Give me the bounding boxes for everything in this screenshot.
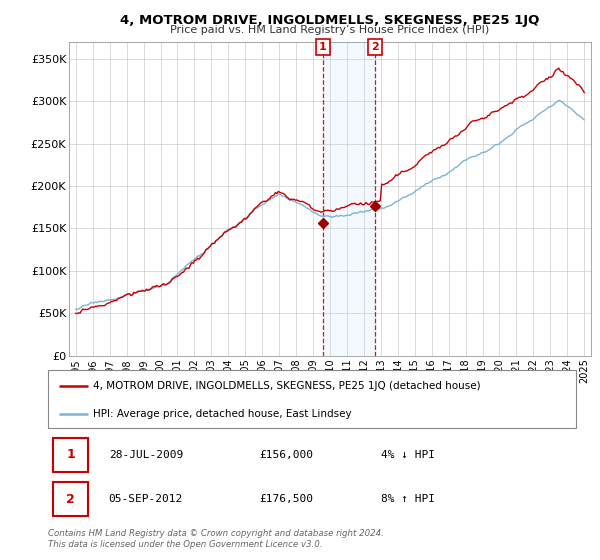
Text: 05-SEP-2012: 05-SEP-2012 (109, 494, 183, 505)
Bar (53, 482, 88, 516)
Text: Price paid vs. HM Land Registry’s House Price Index (HPI): Price paid vs. HM Land Registry’s House … (170, 25, 490, 35)
Text: 4, MOTROM DRIVE, INGOLDMELLS, SKEGNESS, PE25 1JQ (detached house): 4, MOTROM DRIVE, INGOLDMELLS, SKEGNESS, … (93, 381, 481, 391)
Text: 28-JUL-2009: 28-JUL-2009 (109, 450, 183, 460)
Text: 8% ↑ HPI: 8% ↑ HPI (380, 494, 434, 505)
Text: 4, MOTROM DRIVE, INGOLDMELLS, SKEGNESS, PE25 1JQ: 4, MOTROM DRIVE, INGOLDMELLS, SKEGNESS, … (121, 14, 539, 27)
Text: HPI: Average price, detached house, East Lindsey: HPI: Average price, detached house, East… (93, 409, 352, 419)
Text: 1: 1 (66, 448, 75, 461)
Text: Contains HM Land Registry data © Crown copyright and database right 2024.
This d: Contains HM Land Registry data © Crown c… (48, 529, 384, 549)
Text: 2: 2 (66, 493, 75, 506)
Bar (323, 42, 376, 356)
Text: £156,000: £156,000 (259, 450, 313, 460)
Text: 2: 2 (371, 42, 379, 52)
Bar (53, 437, 88, 472)
Text: 1: 1 (319, 42, 326, 52)
Text: £176,500: £176,500 (259, 494, 313, 505)
Text: 4% ↓ HPI: 4% ↓ HPI (380, 450, 434, 460)
